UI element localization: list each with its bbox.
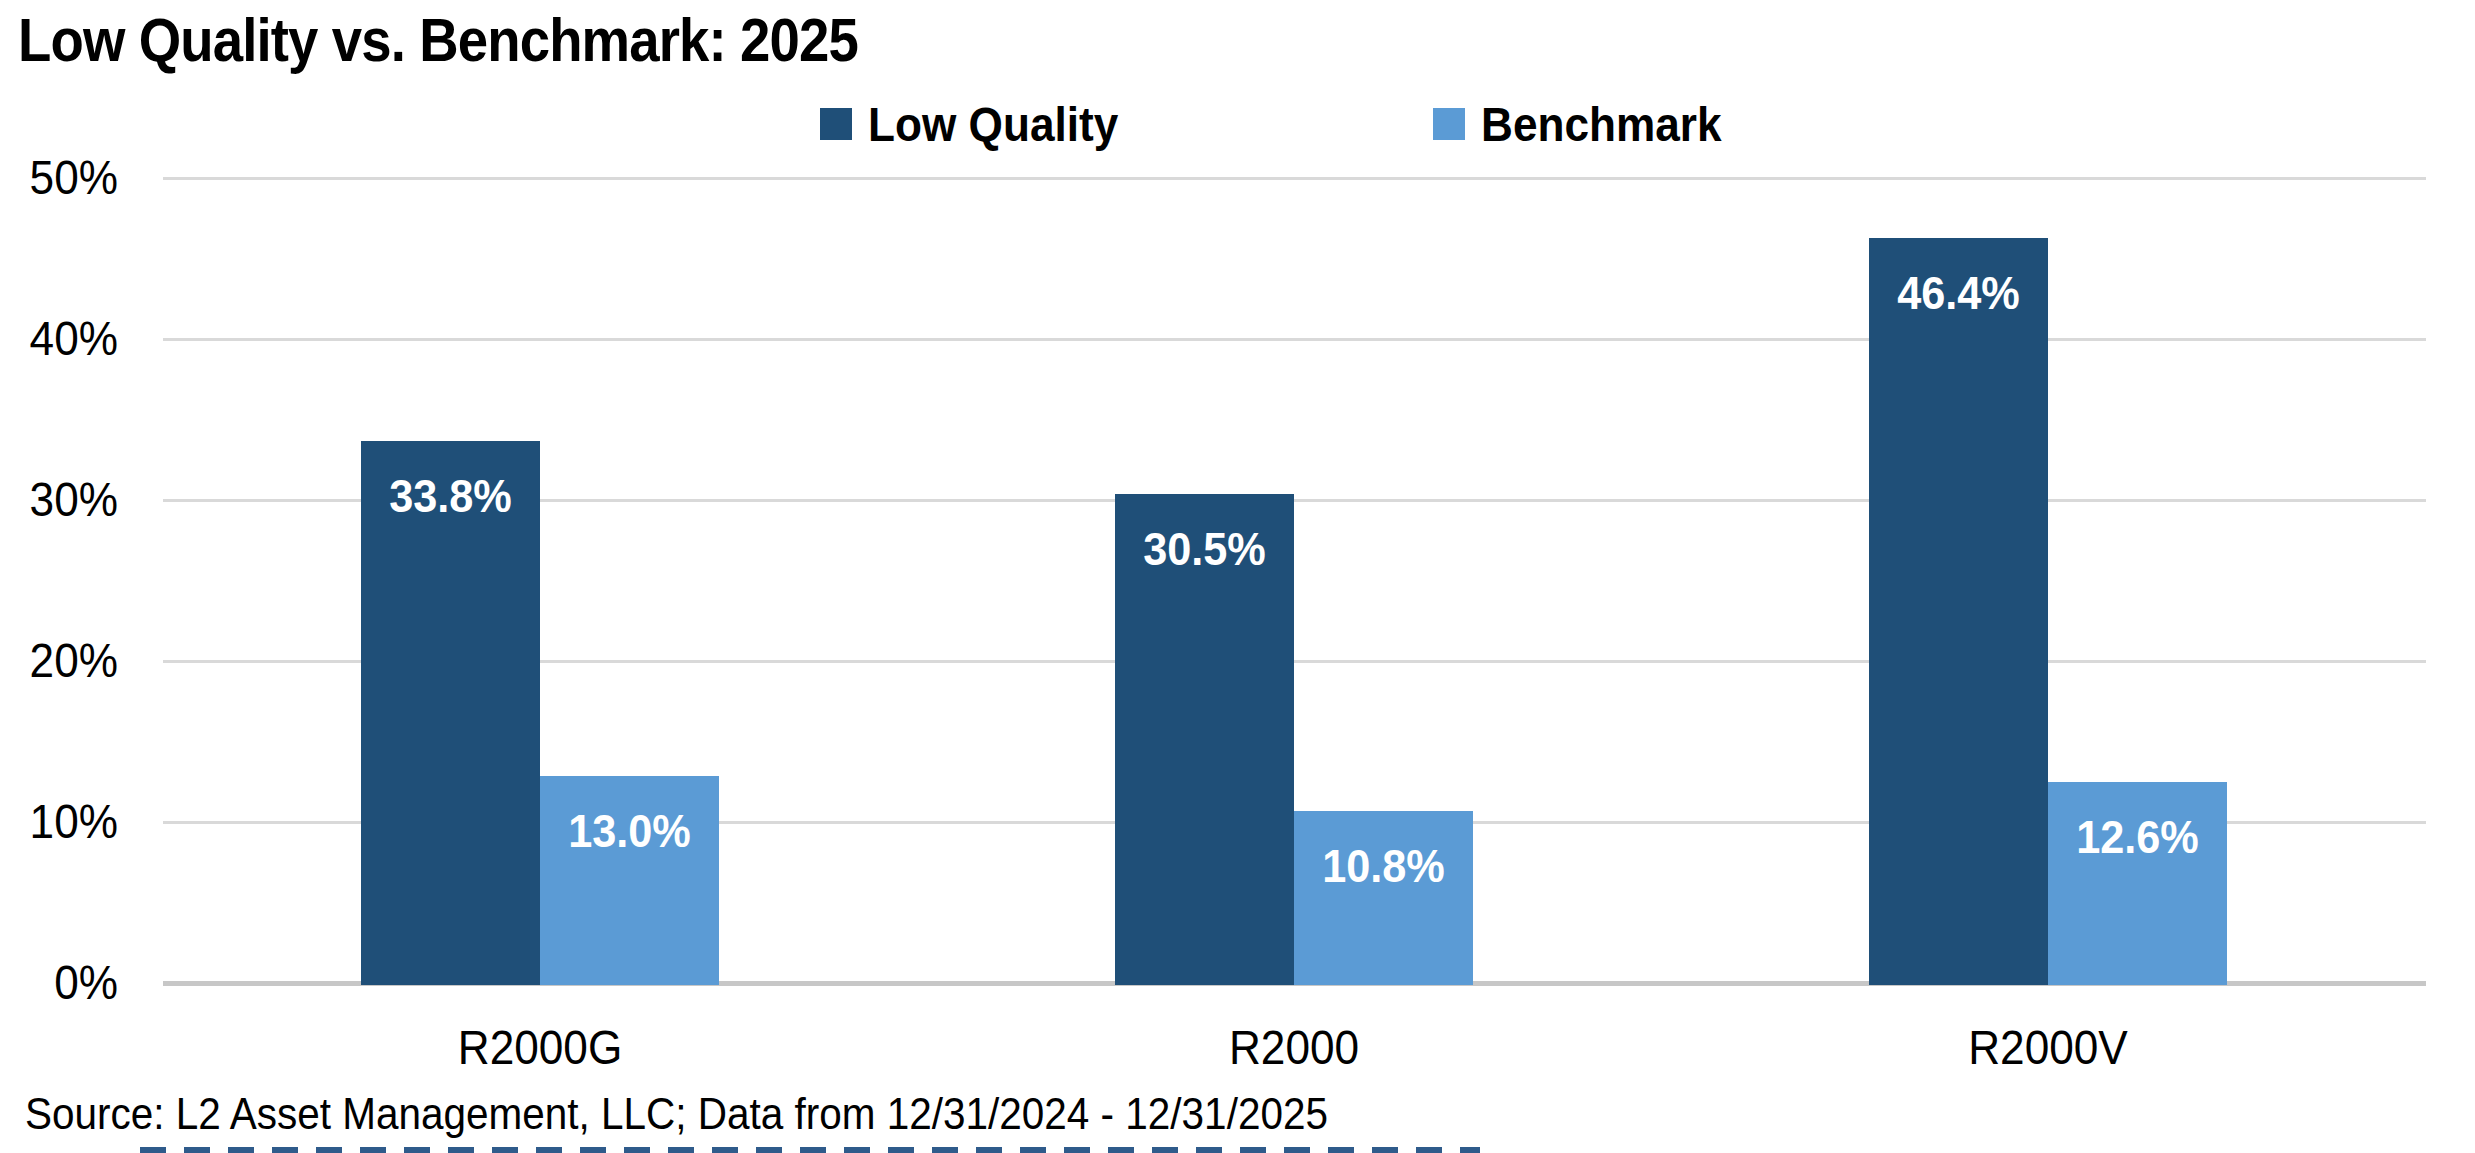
legend-label: Low Quality bbox=[868, 97, 1118, 152]
legend-item-benchmark: Benchmark bbox=[1433, 104, 1742, 144]
bar-benchmark-r2000g: 13.0% bbox=[540, 776, 719, 985]
bar-value-label: 30.5% bbox=[1120, 522, 1288, 576]
bar-value-label: 10.8% bbox=[1299, 839, 1467, 893]
x-axis-category-label: R2000V bbox=[1855, 1020, 2241, 1076]
legend-swatch-icon bbox=[1433, 108, 1465, 140]
chart-title: Low Quality vs. Benchmark: 2025 bbox=[18, 4, 858, 75]
y-axis-tick-label: 0% bbox=[9, 953, 118, 1013]
legend-item-low-quality: Low Quality bbox=[820, 104, 1140, 144]
bar-low-quality-r2000: 30.5% bbox=[1115, 494, 1294, 985]
cropped-footer-text-strip bbox=[140, 1147, 1480, 1153]
y-axis-tick-label: 30% bbox=[9, 470, 118, 530]
gridline bbox=[163, 338, 2426, 341]
bar-benchmark-r2000: 10.8% bbox=[1294, 811, 1473, 985]
bar-low-quality-r2000g: 33.8% bbox=[361, 441, 540, 985]
bar-value-label: 12.6% bbox=[2053, 810, 2221, 864]
source-attribution: Source: L2 Asset Management, LLC; Data f… bbox=[25, 1086, 1328, 1142]
legend-label: Benchmark bbox=[1481, 97, 1722, 152]
y-axis-tick-label: 20% bbox=[9, 631, 118, 691]
bar-value-label: 33.8% bbox=[366, 469, 534, 523]
bar-benchmark-r2000v: 12.6% bbox=[2048, 782, 2227, 985]
y-axis-tick-label: 10% bbox=[9, 792, 118, 852]
bar-low-quality-r2000v: 46.4% bbox=[1869, 238, 2048, 985]
gridline bbox=[163, 177, 2426, 180]
bar-value-label: 13.0% bbox=[545, 804, 713, 858]
x-axis-category-label: R2000 bbox=[1101, 1020, 1487, 1076]
y-axis-tick-label: 50% bbox=[9, 148, 118, 208]
bar-value-label: 46.4% bbox=[1874, 266, 2042, 320]
legend-swatch-icon bbox=[820, 108, 852, 140]
y-axis-tick-label: 40% bbox=[9, 309, 118, 369]
x-axis-category-label: R2000G bbox=[347, 1020, 733, 1076]
